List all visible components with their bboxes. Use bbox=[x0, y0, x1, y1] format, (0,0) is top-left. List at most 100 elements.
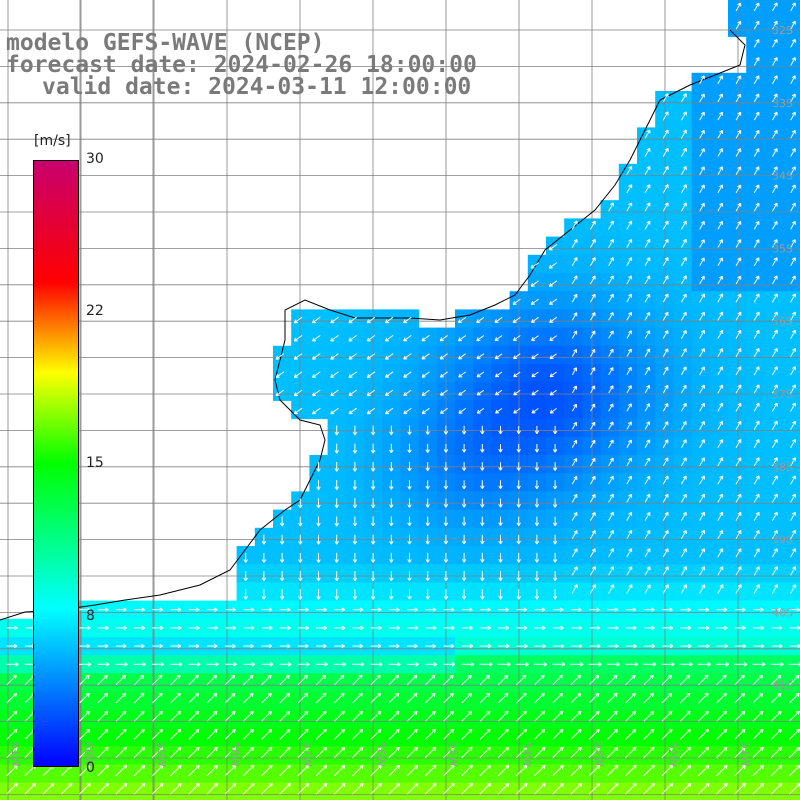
wind-arrow bbox=[312, 334, 321, 342]
wind-arrow bbox=[530, 298, 539, 305]
wind-arrow bbox=[772, 239, 778, 248]
lat-label: 35S bbox=[772, 242, 793, 255]
wind-arrow bbox=[534, 425, 540, 435]
wind-arrow bbox=[717, 293, 724, 303]
wind-arrow bbox=[699, 239, 705, 248]
wind-arrow bbox=[443, 425, 449, 435]
wind-arrow bbox=[590, 385, 596, 394]
wind-arrow bbox=[735, 329, 742, 339]
colorbar bbox=[33, 160, 79, 767]
wind-arrow bbox=[366, 389, 376, 397]
wind-arrow bbox=[717, 257, 723, 266]
wind-arrow bbox=[421, 371, 430, 378]
wind-arrow bbox=[293, 353, 303, 360]
wind-arrow bbox=[699, 275, 705, 285]
wind-arrow bbox=[717, 420, 724, 430]
wind-arrow bbox=[421, 353, 430, 360]
wind-arrow bbox=[403, 371, 412, 378]
wind-arrow bbox=[549, 389, 557, 396]
wind-arrow bbox=[699, 402, 705, 412]
wind-arrow bbox=[790, 220, 796, 230]
wind-arrow bbox=[790, 402, 796, 412]
wind-arrow bbox=[644, 348, 651, 357]
wind-arrow bbox=[662, 403, 669, 412]
wind-arrow bbox=[366, 316, 376, 324]
wind-arrow bbox=[680, 129, 687, 139]
wind-arrow bbox=[421, 407, 430, 414]
wind-arrow bbox=[476, 353, 485, 360]
wind-arrow bbox=[626, 202, 633, 212]
wind-arrow bbox=[662, 184, 669, 194]
wind-arrow bbox=[352, 425, 358, 436]
wind-arrow bbox=[771, 402, 778, 412]
colorbar-tick-30: 30 bbox=[86, 151, 104, 167]
wind-arrow bbox=[352, 443, 358, 454]
wind-arrow bbox=[680, 184, 687, 194]
wind-arrow bbox=[735, 293, 742, 303]
wind-arrow bbox=[366, 334, 376, 342]
wind-arrow bbox=[699, 220, 705, 230]
wind-arrow bbox=[717, 111, 723, 121]
wind-arrow bbox=[644, 257, 651, 267]
wind-arrow bbox=[790, 420, 796, 430]
wind-arrow bbox=[699, 311, 705, 321]
wind-arrow bbox=[772, 20, 778, 30]
wind-arrow bbox=[772, 2, 778, 12]
wind-arrow bbox=[370, 425, 376, 436]
lon-label: 54W bbox=[520, 742, 533, 767]
wind-arrow bbox=[790, 75, 796, 84]
wind-arrow bbox=[717, 402, 724, 412]
wind-arrow bbox=[735, 384, 742, 394]
wind-arrow bbox=[735, 166, 742, 175]
wind-arrow bbox=[699, 148, 705, 157]
wind-arrow bbox=[644, 293, 651, 303]
wind-arrow bbox=[771, 329, 778, 339]
wind-arrow bbox=[735, 202, 742, 212]
wind-arrow bbox=[662, 348, 669, 357]
wind-arrow bbox=[626, 330, 632, 339]
wind-arrow bbox=[790, 239, 796, 248]
wind-arrow bbox=[735, 75, 742, 84]
wind-arrow bbox=[771, 366, 778, 376]
wind-arrow bbox=[717, 93, 723, 103]
wind-arrow bbox=[439, 353, 448, 360]
colorbar-unit: [m/s] bbox=[34, 133, 71, 149]
wind-arrow bbox=[312, 353, 321, 360]
wind-arrow bbox=[530, 262, 539, 269]
wind-arrow bbox=[680, 202, 687, 212]
coastline bbox=[0, 29, 746, 621]
lat-label: 40S bbox=[772, 606, 793, 619]
wind-arrow bbox=[790, 20, 796, 30]
wind-arrow bbox=[458, 335, 467, 342]
wind-arrow bbox=[275, 389, 285, 397]
wind-arrow bbox=[626, 403, 632, 412]
wind-arrow bbox=[275, 353, 285, 360]
lon-label: 56W bbox=[374, 742, 387, 767]
wind-arrow bbox=[699, 111, 705, 121]
wind-arrow bbox=[753, 329, 760, 339]
wind-arrow bbox=[753, 166, 760, 175]
wind-arrow bbox=[644, 220, 651, 230]
lat-label: 34S bbox=[772, 170, 793, 183]
wind-arrow bbox=[384, 316, 394, 324]
wind-arrow bbox=[753, 20, 760, 30]
wind-arrow bbox=[662, 366, 669, 376]
wind-arrow bbox=[531, 389, 539, 396]
wind-arrow bbox=[495, 407, 503, 414]
wind-arrow bbox=[480, 425, 485, 435]
wind-arrow bbox=[458, 371, 466, 378]
wind-arrow bbox=[680, 220, 687, 230]
wind-arrow bbox=[735, 311, 742, 321]
wind-arrow bbox=[348, 334, 357, 342]
wind-arrow bbox=[717, 75, 723, 84]
wind-arrow bbox=[513, 371, 521, 378]
wind-arrow bbox=[494, 335, 503, 342]
wind-arrow bbox=[680, 421, 687, 430]
colorbar-tick-15: 15 bbox=[86, 455, 104, 471]
wind-arrow bbox=[699, 129, 705, 139]
wind-arrow bbox=[644, 275, 651, 285]
wind-arrow bbox=[680, 330, 687, 339]
wind-arrow bbox=[735, 257, 742, 266]
wind-arrow bbox=[772, 38, 778, 48]
